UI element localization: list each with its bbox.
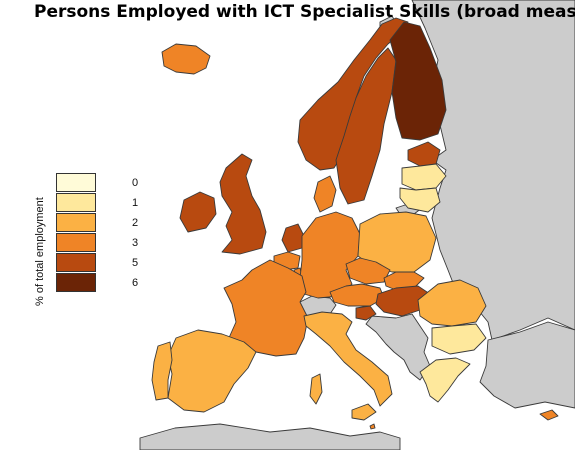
country-iceland [161,43,211,75]
country-latvia [401,163,447,191]
country-spain [167,329,257,413]
country-romania [417,279,487,327]
country-slovakia [383,271,425,291]
country-malta [369,423,376,430]
countries [151,17,559,430]
country-italy-sicily [351,403,377,421]
country-italy-sardinia [309,373,323,405]
country-united-kingdom [219,153,267,255]
country-estonia [407,141,441,167]
map-title: Persons Employed with ICT Specialist Ski… [34,2,575,22]
turkey-nodata [479,321,575,409]
country-lithuania [399,187,441,213]
country-cyprus [539,409,559,421]
country-italy [303,311,393,407]
country-ireland [179,191,217,233]
balkans-nodata [365,313,431,381]
country-france [223,259,309,357]
no-data-land [139,0,575,450]
country-greece [419,357,471,403]
country-sweden [335,47,397,205]
country-slovenia [355,305,377,321]
country-finland [389,21,447,141]
country-norway [297,17,409,171]
country-denmark [313,175,337,213]
country-netherlands [281,223,305,253]
north-africa-nodata [139,423,401,450]
country-portugal [151,341,173,401]
country-bulgaria [431,323,487,355]
